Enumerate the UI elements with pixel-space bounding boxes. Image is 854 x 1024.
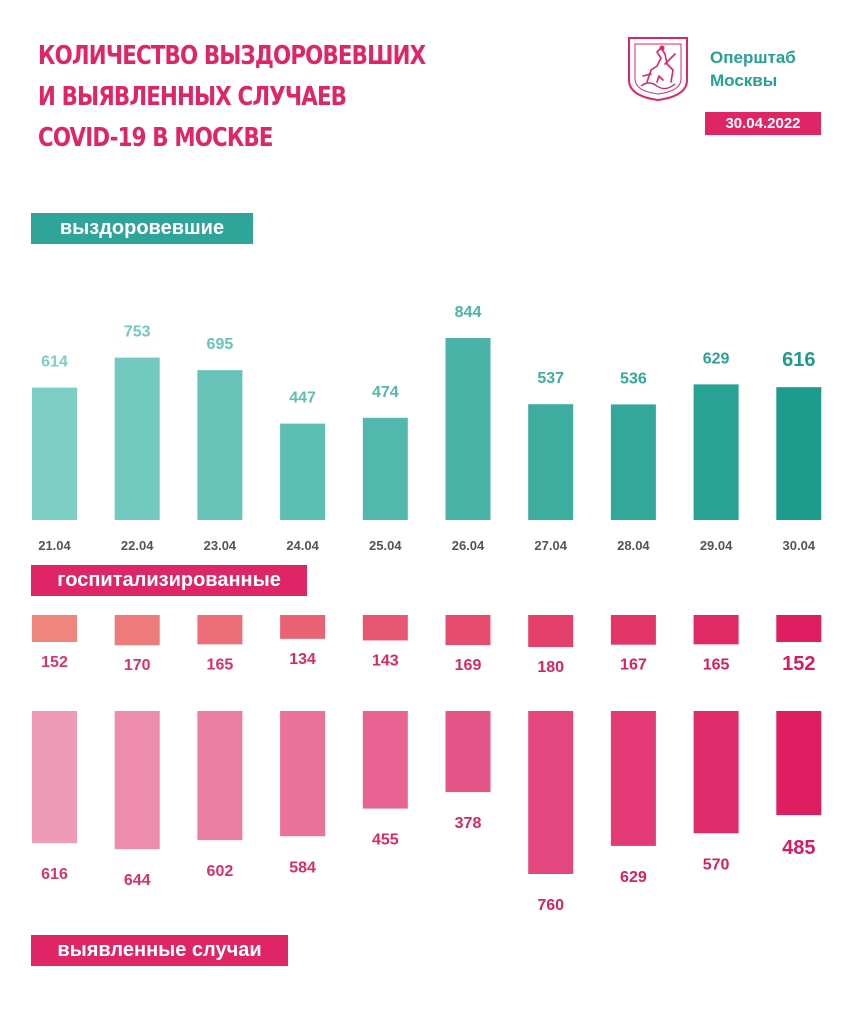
hospitalized-bar [776,615,822,643]
hospitalized-section-label: госпитализированные [31,565,307,596]
cases-value-label: 616 [41,866,68,883]
hospitalized-value-label: 165 [703,656,730,673]
hospitalized-bar [114,615,160,646]
cases-value-label: 760 [537,897,564,914]
recovered-value-label: 447 [289,390,316,407]
title-line-1: Количество выздоровевших [38,41,426,71]
recovered-bar [114,357,160,520]
recovered-bar [197,370,243,520]
hospitalized-value-label: 152 [41,654,68,671]
recovered-value-label: 695 [207,336,234,353]
recovered-value-label: 629 [703,350,730,367]
date-tick-label: 26.04 [452,538,485,553]
hospitalized-value-label: 170 [124,657,151,674]
recovered-section-label: выздоровевшие [31,213,253,244]
hospitalized-bar [693,615,739,645]
page-title: Количество выздоровевших и выявленных сл… [38,36,426,159]
date-tick-label: 23.04 [204,538,237,553]
cases-bar [114,711,160,850]
recovered-value-label: 537 [537,370,564,387]
hospitalized-bar [445,615,491,646]
brand-line-1: Оперштаб [710,48,796,67]
hospitalized-bar [280,615,326,639]
cases-value-label: 570 [703,856,730,873]
date-tick-label: 21.04 [38,538,71,553]
cases-bar [528,711,574,874]
date-tick-label: 25.04 [369,538,402,553]
hospitalized-bar [362,615,408,641]
hospitalized-bar [610,615,656,645]
hospitalized-value-label: 167 [620,657,647,674]
brand-name: Оперштаб Москвы [710,46,796,92]
hospitalized-value-label: 169 [455,657,482,674]
date-tick-label: 27.04 [534,538,567,553]
date-tick-label: 28.04 [617,538,650,553]
hospitalized-value-label: 152 [782,653,815,675]
recovered-value-label: 753 [124,324,151,341]
cases-value-label: 629 [620,869,647,886]
cases-bar [32,711,77,844]
cases-bar [693,711,739,834]
cases-bar [362,711,408,809]
date-tick-label: 22.04 [121,538,154,553]
date-tick-label: 24.04 [286,538,319,553]
recovered-bar [528,404,574,520]
cases-bar [197,711,243,841]
cases-bar [280,711,326,837]
cases-section-label: выявленные случаи [31,935,288,966]
hospitalized-bar [32,615,77,643]
recovered-value-label: 614 [41,354,68,371]
cases-bar [610,711,656,846]
date-tick-label: 30.04 [783,538,816,553]
cases-value-label: 584 [289,859,316,876]
cases-value-label: 455 [372,832,399,849]
moscow-coat-of-arms-icon [628,37,688,102]
title-line-3: COVID-19 в Москве [38,123,273,153]
hospitalized-bar [528,615,574,647]
recovered-value-label: 536 [620,370,647,387]
cases-value-label: 485 [782,837,815,859]
hospitalized-value-label: 134 [289,651,316,668]
cases-value-label: 602 [207,863,234,880]
recovered-value-label: 844 [455,304,482,321]
recovered-bar [280,423,326,520]
recovered-bar [32,387,77,520]
recovered-bar [445,338,491,520]
title-line-2: и выявленных случаев [38,82,347,112]
cases-bar [776,711,822,816]
hospitalized-value-label: 165 [207,656,234,673]
date-tick-label: 29.04 [700,538,733,553]
recovered-bar [362,417,408,520]
hospitalized-value-label: 180 [537,659,564,676]
cases-value-label: 644 [124,872,151,889]
date-badge: 30.04.2022 [705,112,821,135]
brand-line-2: Москвы [710,71,778,90]
hospitalized-bar [197,615,243,645]
recovered-bar [776,387,822,520]
recovered-bar [693,384,739,520]
cases-value-label: 378 [455,815,482,832]
cases-bar [445,711,491,793]
hospitalized-value-label: 143 [372,652,399,669]
recovered-value-label: 616 [782,349,815,371]
recovered-bar [610,404,656,520]
recovered-value-label: 474 [372,384,399,401]
